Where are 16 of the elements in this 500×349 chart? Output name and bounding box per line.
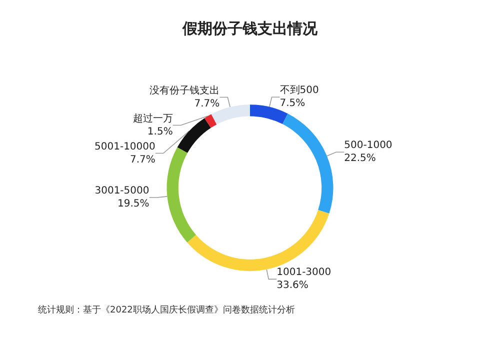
slice-label: 5001-10000: [94, 141, 156, 152]
slice-label: 不到500: [280, 85, 319, 96]
data-label: 33.6%: [276, 280, 308, 292]
chart-title: 假期份子钱支出情况: [182, 20, 318, 38]
data-label: 7.7%: [194, 98, 220, 110]
text: 统计规则：基于《2022职场人国庆长假调查》问卷数据统计分析: [38, 304, 295, 316]
data-label: 19.5%: [117, 198, 150, 210]
data-label: 7.7%: [130, 154, 156, 166]
slice-label: 1001-3000: [276, 267, 332, 278]
data-label: 7.5%: [280, 98, 306, 110]
slice-label: 超过一万: [132, 112, 173, 124]
slice-label: 500-1000: [344, 140, 392, 152]
slice-label: 3001-5000: [94, 185, 150, 196]
data-label: 22.5%: [344, 153, 376, 164]
slice-label: 没有份子钱支出: [150, 84, 220, 96]
data-label: 1.5%: [147, 126, 173, 138]
